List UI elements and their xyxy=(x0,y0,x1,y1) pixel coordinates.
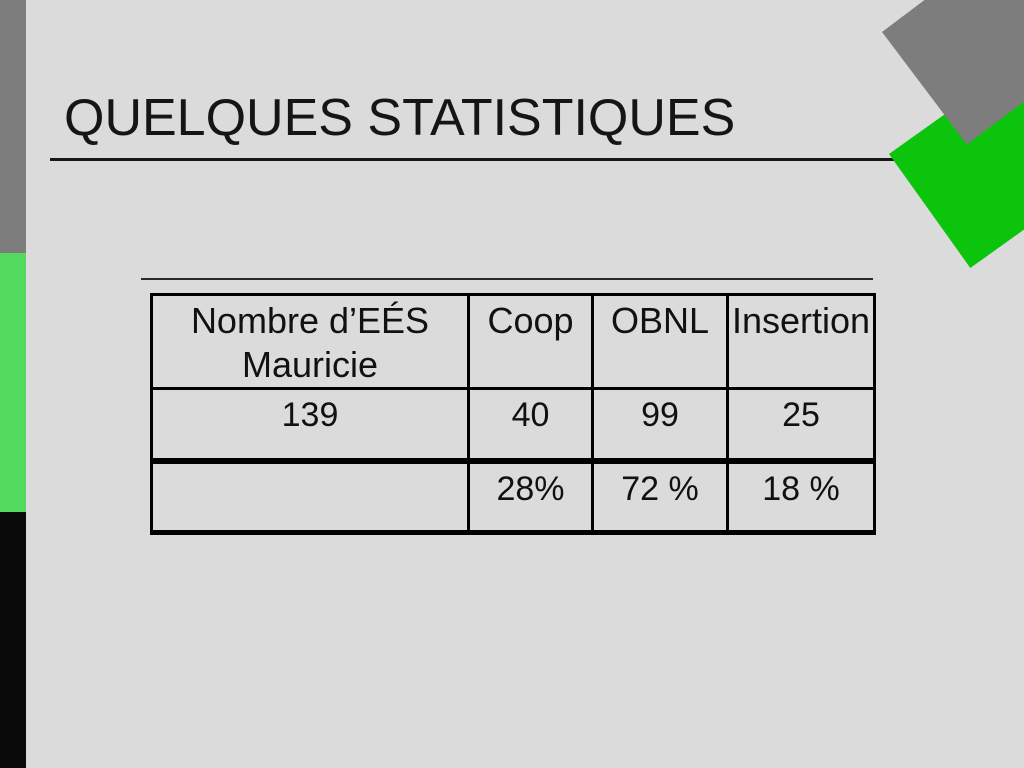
percent-cell-insertion: 18 % xyxy=(726,457,876,535)
header-cell-insertion: Insertion xyxy=(726,293,876,390)
left-accent-bar-gray xyxy=(0,0,26,253)
left-accent-bar-black xyxy=(0,512,26,768)
header-line-1: Nombre d’EÉS xyxy=(190,300,430,341)
title-underline xyxy=(50,158,897,161)
count-cell-insertion: 25 xyxy=(726,387,876,462)
header-cell-obnl: OBNL xyxy=(591,293,729,390)
percent-cell-obnl: 72 % xyxy=(591,457,729,535)
count-cell-coop: 40 xyxy=(467,387,594,462)
header-line-2: Mauricie xyxy=(241,344,379,385)
left-accent-bar-green xyxy=(0,253,26,512)
percent-cell-empty xyxy=(150,457,470,535)
header-cell-nombre-ees-mauricie: Nombre d’EÉS Mauricie xyxy=(150,293,470,390)
percent-cell-coop: 28% xyxy=(467,457,594,535)
table-percents-row: 28% 72 % 18 % xyxy=(150,457,876,535)
table-counts-row: 139 40 99 25 xyxy=(150,387,876,462)
table-header-row: Nombre d’EÉS Mauricie Coop OBNL Insertio… xyxy=(150,293,876,390)
statistics-table: Nombre d’EÉS Mauricie Coop OBNL Insertio… xyxy=(150,293,876,535)
slide-title: QUELQUES STATISTIQUES xyxy=(64,89,736,147)
table-top-rule xyxy=(141,278,873,280)
header-cell-coop: Coop xyxy=(467,293,594,390)
count-cell-total: 139 xyxy=(150,387,470,462)
count-cell-obnl: 99 xyxy=(591,387,729,462)
